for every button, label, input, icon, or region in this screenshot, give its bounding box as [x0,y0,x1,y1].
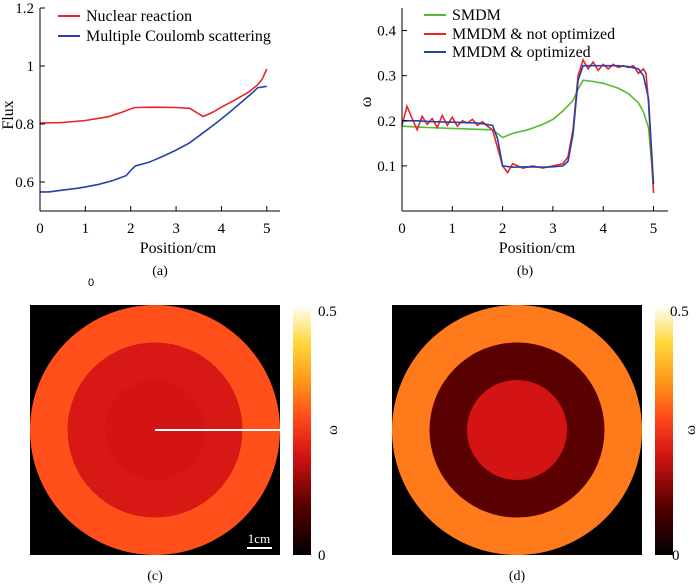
panel-a-ytick-label-1: 0.8 [15,117,34,133]
panel-c-scale-label: 1cm [248,531,270,546]
panel-a-xtick-label-4: 4 [218,221,226,237]
panel-b-xtick-label-1: 1 [449,221,457,237]
panel-c: 1cm 0.5 0 ω (c) [30,304,341,584]
panel-d-colorbar-label: ω [683,425,699,435]
panel-a-xlabel: Position/cm [140,240,217,257]
panel-d-colorbar-max: 0.5 [670,304,689,320]
panel-c-colorbar-min: 0 [318,548,326,564]
panel-a-xtick-label-3: 3 [172,221,180,237]
panel-a-xtick-label-2: 2 [127,221,135,237]
panel-b-series-1 [401,79,655,184]
panel-d-colorbar-min: 0 [672,548,680,564]
panel-b-ytick-label-3: 0.4 [377,24,396,40]
panel-b-legend-item-1: SMDM [452,7,501,24]
panel-b-ylabel: ω [358,97,375,108]
panel-a-legend-item-2: Multiple Coulomb scattering [86,28,271,45]
panel-c-colorbar-max: 0.5 [318,304,337,320]
panel-b-xtick-label-2: 2 [499,221,507,237]
panel-b-series-3 [402,64,655,184]
panel-b: 0 1 2 3 4 5 0.1 0.2 0.3 0.4 Position/cm ω SMDM M… [358,7,668,279]
panel-a-ytick-label-3: 1.2 [15,1,34,17]
panel-b-ytick-label-0: 0.1 [377,159,396,175]
caption-d: (d) [509,569,526,584]
panel-a-legend-item-1: Nuclear reaction [86,8,192,25]
panel-b-xlabel: Position/cm [499,240,576,257]
panel-b-legend-item-3: MMDM & optimized [452,44,591,61]
panel-d-colorbar [655,305,673,555]
panel-b-xtick-label-3: 3 [549,221,557,237]
panel-b-legend: SMDM MMDM & not optimized MMDM & optimiz… [424,7,615,61]
panel-d: 0.5 0 ω (d) [392,304,699,584]
panel-a-ytick-label-0: 0.6 [15,175,34,191]
panel-a: 0 1 2 3 4 5 0.6 0.8 1 1.2 Position/cm Flux Nucle… [0,1,280,289]
panel-b-ytick-label-1: 0.2 [377,114,396,130]
panel-a-series-1 [39,68,268,124]
caption-c: (c) [147,569,163,584]
panel-b-xtick-label-4: 4 [599,221,607,237]
panel-a-series-2 [40,85,267,193]
stray-mark: 0 [88,277,94,289]
panel-b-series-2 [401,57,655,194]
panel-a-xtick-label-5: 5 [263,221,271,237]
panel-a-ylabel: Flux [0,100,17,129]
panel-d-ring-3 [467,380,567,480]
panel-b-xtick-label-0: 0 [398,221,406,237]
panel-b-ytick-label-2: 0.3 [377,69,396,85]
panel-b-legend-item-2: MMDM & not optimized [452,26,615,43]
caption-b: (b) [517,264,534,279]
caption-a: (a) [152,264,168,279]
panel-a-legend: Nuclear reaction Multiple Coulomb scatte… [58,8,271,45]
panel-c-colorbar [293,305,311,555]
panel-b-xtick-label-5: 5 [650,221,658,237]
panel-a-xtick-label-1: 1 [82,221,90,237]
panel-a-ytick-label-2: 1 [27,59,35,75]
panel-c-colorbar-label: ω [325,425,341,435]
panel-a-xtick-label-0: 0 [36,221,44,237]
